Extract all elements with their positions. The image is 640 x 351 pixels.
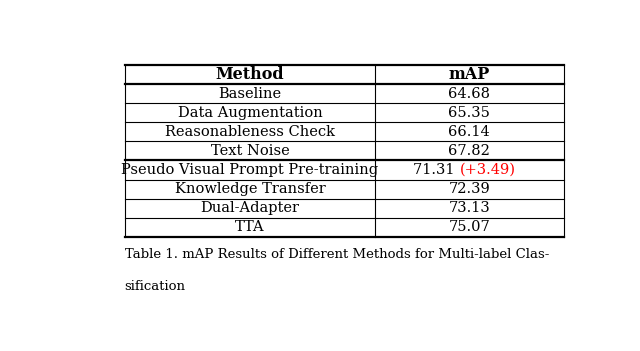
Text: Method: Method [216,66,284,83]
Text: Pseudo Visual Prompt Pre-training: Pseudo Visual Prompt Pre-training [122,163,378,177]
Text: 72.39: 72.39 [449,182,490,196]
Text: sification: sification [125,280,186,293]
Text: Data Augmentation: Data Augmentation [177,106,323,120]
Text: Text Noise: Text Noise [211,144,289,158]
Text: 73.13: 73.13 [449,201,490,215]
Text: 75.07: 75.07 [449,220,490,234]
Text: Dual-Adapter: Dual-Adapter [200,201,300,215]
Text: 64.68: 64.68 [449,87,490,101]
Text: Baseline: Baseline [218,87,282,101]
Text: 67.82: 67.82 [449,144,490,158]
Text: TTA: TTA [235,220,265,234]
Text: Knowledge Transfer: Knowledge Transfer [175,182,325,196]
Text: 65.35: 65.35 [449,106,490,120]
Text: Reasonableness Check: Reasonableness Check [165,125,335,139]
Text: (+3.49): (+3.49) [460,163,515,177]
Text: mAP: mAP [449,66,490,83]
Text: Table 1. mAP Results of Different Methods for Multi-label Clas-: Table 1. mAP Results of Different Method… [125,247,549,260]
Text: 66.14: 66.14 [449,125,490,139]
Text: 71.31: 71.31 [413,163,460,177]
